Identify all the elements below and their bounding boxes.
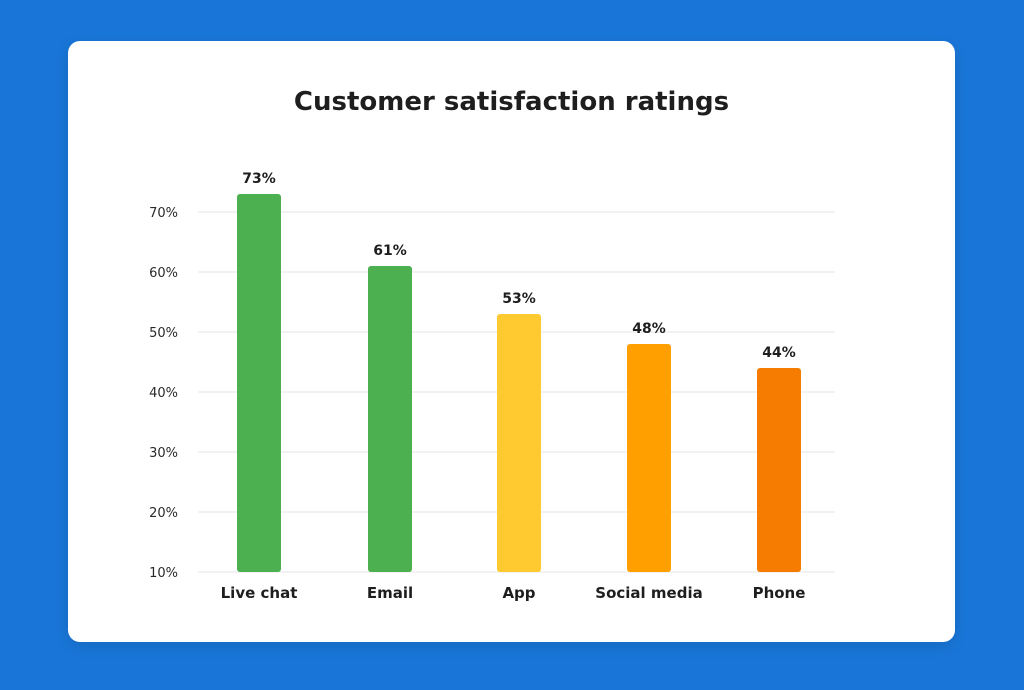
bar-chart: 10% 20% 30% 40% 50% 60% 70% 73% Live chat 61% Emai… <box>149 171 835 602</box>
data-label: 44% <box>762 345 796 361</box>
x-category-label: Live chat <box>221 584 298 602</box>
x-category-label: Email <box>367 584 413 602</box>
bar <box>368 266 412 572</box>
data-label: 48% <box>632 321 666 337</box>
y-tick-label: 40% <box>149 386 178 401</box>
chart-title: Customer satisfaction ratings <box>293 87 730 117</box>
y-tick-label: 50% <box>149 326 178 341</box>
bar <box>757 368 801 572</box>
y-tick-label: 30% <box>149 446 178 461</box>
y-tick-label: 10% <box>149 566 178 581</box>
data-label: 53% <box>502 291 536 307</box>
y-tick-label: 70% <box>149 206 178 221</box>
chart-card: Customer satisfaction ratings 10% 20% 30% 4… <box>68 41 955 642</box>
data-label: 61% <box>373 243 407 259</box>
bar <box>497 314 541 572</box>
y-tick-label: 60% <box>149 266 178 281</box>
y-tick-label: 20% <box>149 506 178 521</box>
data-label: 73% <box>242 171 276 187</box>
x-category-label: Social media <box>595 584 702 602</box>
x-category-label: App <box>502 584 535 602</box>
bar <box>237 194 281 572</box>
x-category-label: Phone <box>753 584 806 602</box>
bar <box>627 344 671 572</box>
